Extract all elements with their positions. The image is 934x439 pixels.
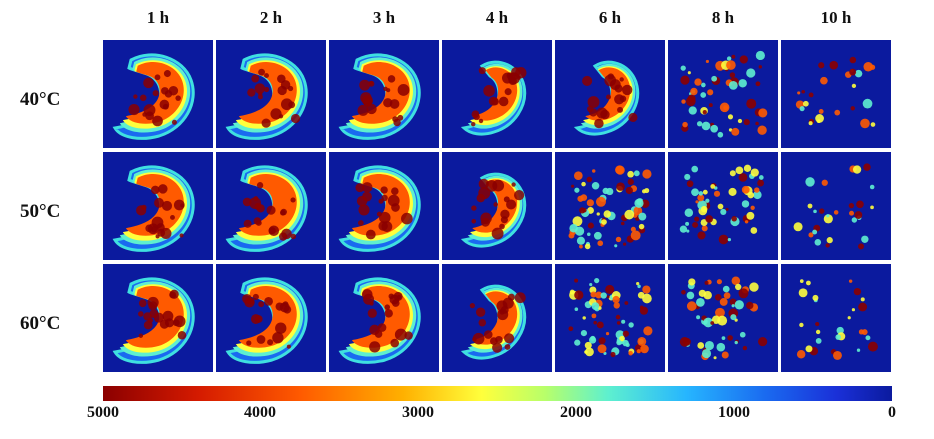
heatmap-panel-r2-c6: [668, 152, 778, 260]
heatmap-panel-r1-c4: [442, 40, 552, 148]
row-label-50c: 50°C: [20, 201, 61, 222]
colorbar-tick-2000: 2000: [560, 404, 592, 421]
heatmap-panel-r1-c5: [555, 40, 665, 148]
heatmap-panel-r2-c5: [555, 152, 665, 260]
heatmap-panel-r3-c1: [103, 264, 213, 372]
heatmap-panel-r3-c6: [668, 264, 778, 372]
heatmap-panel-r2-c3: [329, 152, 439, 260]
colorbar-tick-5000: 5000: [87, 404, 119, 421]
heatmap-panel-r1-c7: [781, 40, 891, 148]
column-label-2h: 2 h: [259, 8, 283, 27]
colorbar-tick-3000: 3000: [402, 404, 434, 421]
heatmap-panel-r1-c1: [103, 40, 213, 148]
colorbar: [103, 386, 892, 401]
colorbar-tick-0: 0: [888, 404, 896, 421]
column-label-4h: 4 h: [485, 8, 509, 27]
column-label-10h: 10 h: [820, 8, 852, 27]
heatmap-panel-r3-c4: [442, 264, 552, 372]
colorbar-tick-1000: 1000: [718, 404, 750, 421]
row-label-40c: 40°C: [20, 89, 61, 110]
heatmap-panel-r3-c3: [329, 264, 439, 372]
heatmap-panel-r1-c2: [216, 40, 326, 148]
heatmap-panel-r2-c7: [781, 152, 891, 260]
column-label-8h: 8 h: [711, 8, 735, 27]
heatmap-panel-r3-c2: [216, 264, 326, 372]
heatmap-panel-r3-c7: [781, 264, 891, 372]
heatmap-panel-r2-c1: [103, 152, 213, 260]
heatmap-panel-r1-c6: [668, 40, 778, 148]
heatmap-panel-r2-c4: [442, 152, 552, 260]
column-label-3h: 3 h: [372, 8, 396, 27]
heatmap-panel-r2-c2: [216, 152, 326, 260]
column-label-6h: 6 h: [598, 8, 622, 27]
heatmap-panel-r1-c3: [329, 40, 439, 148]
row-label-60c: 60°C: [20, 313, 61, 334]
column-label-1h: 1 h: [146, 8, 170, 27]
colorbar-tick-4000: 4000: [244, 404, 276, 421]
heatmap-panel-r3-c5: [555, 264, 665, 372]
